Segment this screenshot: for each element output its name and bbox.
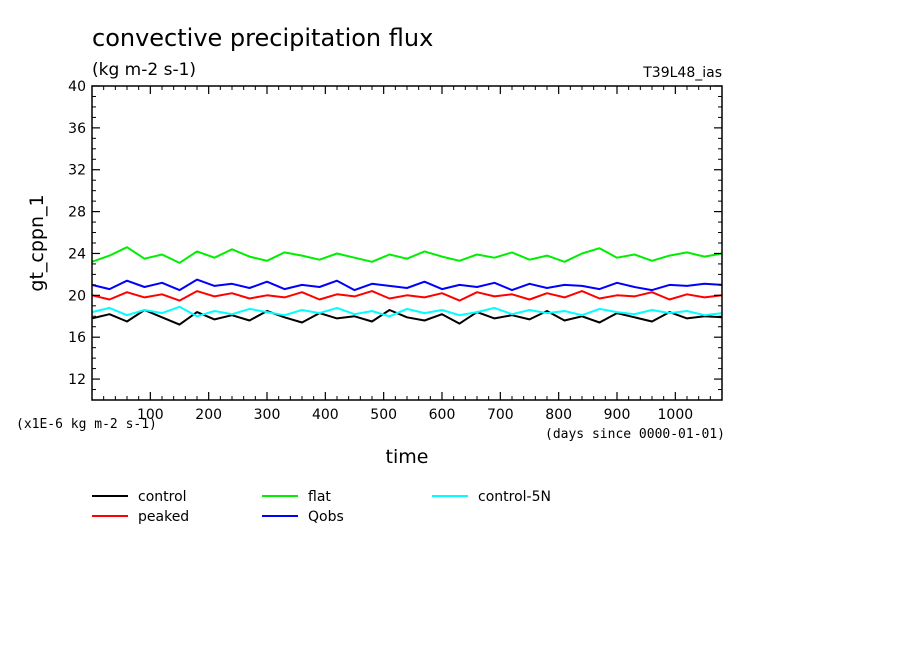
x-unit-note: (days since 0000-01-01) (545, 427, 725, 442)
y-tick-label: 28 (68, 205, 86, 221)
model-label: T39L48_ias (642, 65, 722, 81)
y-tick-label: 32 (68, 163, 86, 179)
y-tick-label: 24 (68, 246, 86, 262)
x-axis-label: time (386, 446, 429, 468)
x-tick-label: 200 (195, 407, 222, 423)
chart-subtitle: (kg m-2 s-1) (92, 60, 196, 80)
legend-label-control-5n: control-5N (478, 489, 551, 505)
x-tick-label: 400 (312, 407, 339, 423)
legend-label-flat: flat (308, 489, 331, 505)
series-line-control-5n (91, 305, 723, 318)
legend: control peaked flat Qobs control-5N (92, 489, 551, 525)
y-scale-note: (x1E-6 kg m-2 s-1) (16, 417, 157, 432)
y-tick-label: 36 (68, 121, 86, 137)
axis-layer: 100 200 300 400 500 600 700 800 900 1000 12 16 20 24 2… (68, 79, 723, 423)
series-line-control (91, 309, 723, 326)
y-tick-label: 16 (68, 330, 86, 346)
legend-label-qobs: Qobs (308, 509, 344, 525)
legend-label-peaked: peaked (138, 509, 189, 525)
series-layer (91, 246, 723, 326)
y-axis-label: gt_cppn_1 (26, 194, 48, 291)
x-tick-label: 600 (429, 407, 456, 423)
y-tick-label: 40 (68, 79, 86, 95)
series-line-peaked (91, 290, 723, 302)
series-line-flat (91, 246, 723, 264)
x-tick-label: 100 (137, 407, 164, 423)
x-tick-label: 1000 (658, 407, 694, 423)
plot-frame (91, 85, 723, 401)
x-tick-label: 900 (604, 407, 631, 423)
x-tick-label: 700 (487, 407, 514, 423)
legend-label-control: control (138, 489, 187, 505)
x-tick-label: 500 (370, 407, 397, 423)
chart-title: convective precipitation flux (92, 24, 433, 52)
y-tick-label: 20 (68, 288, 86, 304)
x-tick-label: 300 (254, 407, 281, 423)
x-tick-label: 800 (545, 407, 572, 423)
series-line-qobs (91, 278, 723, 292)
y-tick-label: 12 (68, 372, 86, 388)
